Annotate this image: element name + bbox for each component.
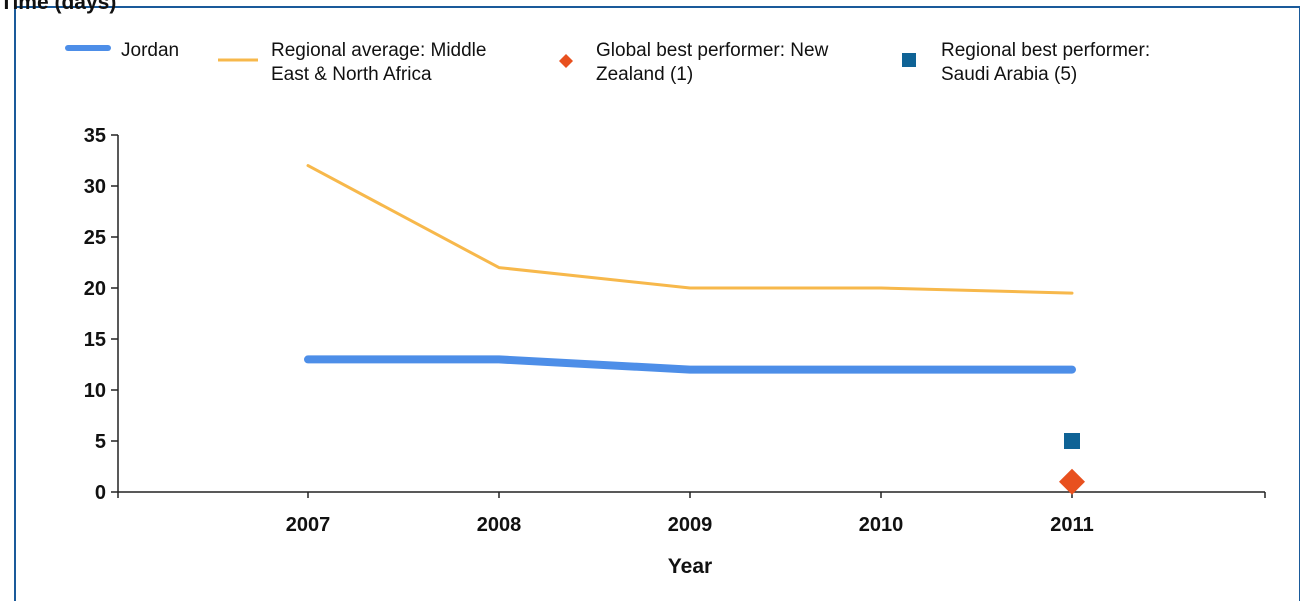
- y-ticks: 0 5 10 15 20 25 30 35: [84, 125, 118, 504]
- y-tick-label: 20: [84, 278, 106, 300]
- legend-label-regional-average: Regional average: Middle East & North Afr…: [271, 40, 486, 85]
- y-tick-label: 30: [84, 176, 106, 198]
- legend-label-regional-best: Regional best performer: Saudi Arabia (5): [941, 40, 1150, 85]
- x-axis-title: Year: [668, 555, 712, 578]
- x-tick-label: 2009: [668, 514, 713, 536]
- series-line-jordan: [304, 355, 1076, 374]
- x-tick-label: 2007: [286, 514, 331, 536]
- x-ticks: 2007 2008 2009 2010 2011: [117, 492, 1266, 536]
- x-tick-label: 2010: [859, 514, 904, 536]
- y-tick-label: 25: [84, 227, 106, 249]
- y-tick-label: 5: [95, 431, 106, 453]
- legend-label-jordan: Jordan: [121, 40, 179, 61]
- legend-swatch-regional-best: [902, 53, 916, 67]
- x-tick-label: 2008: [477, 514, 522, 536]
- y-axis-title: Time (days): [0, 0, 117, 14]
- x-tick-label: 2011: [1050, 514, 1093, 536]
- chart-border: [14, 6, 1300, 601]
- y-tick-label: 35: [84, 125, 106, 147]
- series-line-regional-average-middle-east-north-africa: [306, 164, 1074, 295]
- plot-area: [304, 164, 1085, 495]
- legend: Jordan Regional average: Middle East & No…: [65, 40, 1150, 85]
- axes: 0 5 10 15 20 25 30 35 2007 2008 2009 2010 2011 Year: [84, 125, 1266, 578]
- y-tick-label: 10: [84, 380, 106, 402]
- data-point-regional-best-performer-saudi-arabia-5: [1064, 433, 1080, 449]
- legend-label-global-best: Global best performer: New Zealand (1): [596, 40, 829, 85]
- y-tick-label: 15: [84, 329, 106, 351]
- legend-swatch-global-best: [559, 54, 573, 68]
- data-point-global-best-performer-new-zealand-1: [1059, 468, 1085, 495]
- y-tick-label: 0: [95, 482, 106, 504]
